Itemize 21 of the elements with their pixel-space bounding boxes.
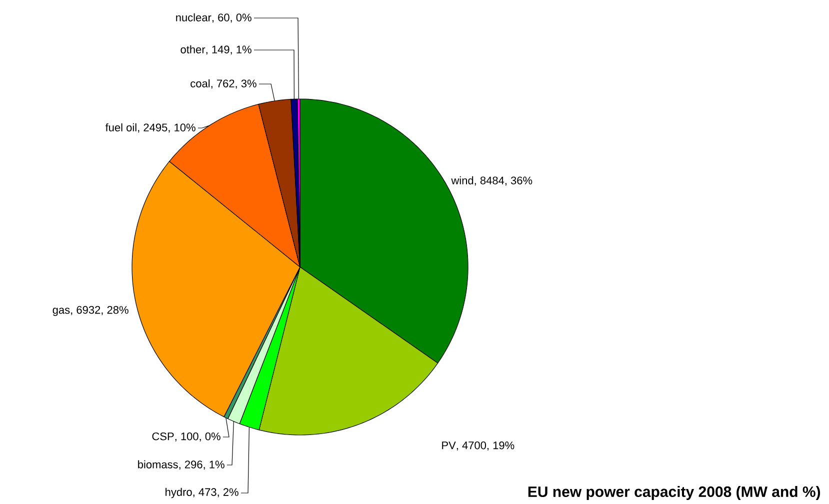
slice-label: other [180,45,206,54]
data-label: , 4700, 19% [456,441,514,451]
slice-label: wind [451,176,474,184]
data-label: , 296, 1% [179,460,224,470]
data-label: , 6932, 28% [71,306,128,316]
data-label: , 473, 2% [193,488,238,498]
data-label: , 60, 0% [212,14,252,23]
slice-label: fuel oil [105,123,136,132]
slice-label: CSP [152,432,174,440]
data-label: , 100, 0% [175,432,220,442]
data-label: , 8484, 36% [474,176,532,186]
slice-label: gas [52,308,70,316]
slice-label: hydro [166,488,192,498]
data-label: , 149, 1% [206,46,252,55]
data-label: , 762, 3% [211,80,256,89]
data-label: , 2495, 10% [138,124,196,133]
slice-label: nuclear [176,13,212,22]
text: EU new power capacity 2008 (MW and %) [528,486,820,500]
slice-label: coal [190,79,210,88]
slice-label: PV [442,442,456,450]
slice-label: biomass [138,460,178,468]
